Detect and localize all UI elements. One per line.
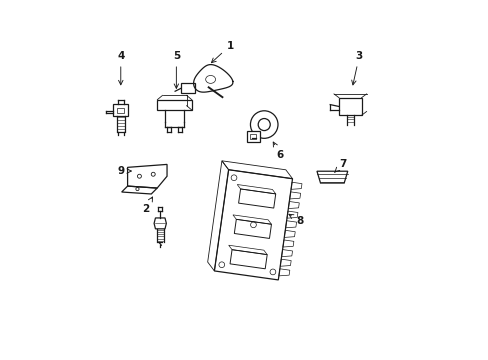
Text: 6: 6 bbox=[273, 142, 284, 160]
Text: 2: 2 bbox=[142, 197, 152, 214]
Text: 8: 8 bbox=[288, 214, 303, 226]
FancyBboxPatch shape bbox=[113, 104, 128, 116]
Bar bbox=[249, 134, 255, 139]
Text: 7: 7 bbox=[334, 159, 346, 172]
Bar bbox=[117, 108, 124, 113]
FancyBboxPatch shape bbox=[181, 84, 194, 93]
Text: 3: 3 bbox=[351, 51, 362, 85]
Text: 1: 1 bbox=[211, 41, 233, 63]
Text: 4: 4 bbox=[117, 51, 124, 85]
Text: 5: 5 bbox=[172, 51, 180, 88]
FancyBboxPatch shape bbox=[246, 131, 260, 142]
Text: 9: 9 bbox=[117, 166, 131, 176]
FancyBboxPatch shape bbox=[338, 98, 361, 115]
